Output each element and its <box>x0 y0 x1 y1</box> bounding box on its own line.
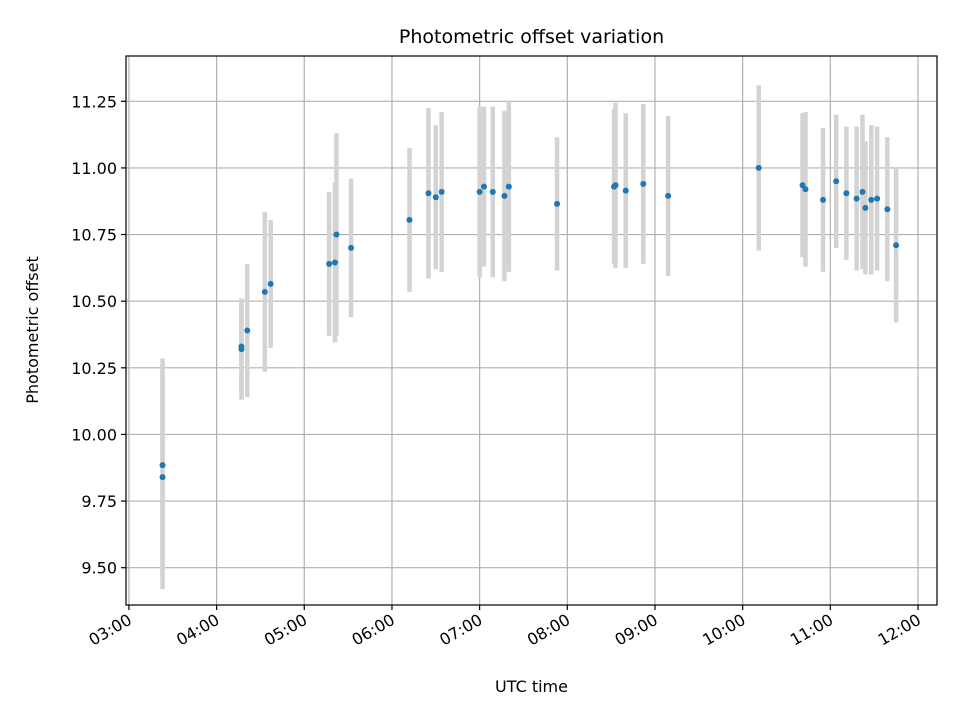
y-tick-label: 10.50 <box>71 292 117 311</box>
y-tick-label: 11.25 <box>71 92 117 111</box>
data-point <box>501 192 508 199</box>
y-tick-label: 10.00 <box>71 425 117 444</box>
data-point <box>862 204 869 211</box>
errorbar-layer <box>160 85 899 590</box>
data-point <box>159 474 166 481</box>
data-point <box>267 280 274 287</box>
data-point <box>755 164 762 171</box>
data-point <box>159 462 166 469</box>
y-tick-label: 11.00 <box>71 159 117 178</box>
data-point <box>333 231 340 238</box>
data-point <box>833 178 840 185</box>
y-tick-label: 10.75 <box>71 226 117 245</box>
data-point <box>802 186 809 193</box>
data-point <box>843 190 850 197</box>
x-tick-label: 08:00 <box>524 610 573 650</box>
x-tick-label: 10:00 <box>699 610 748 650</box>
data-point <box>425 190 432 197</box>
grid-layer <box>126 56 937 605</box>
data-point <box>505 183 512 190</box>
data-point <box>238 343 245 350</box>
data-point <box>874 195 881 202</box>
x-tick-label: 12:00 <box>875 610 924 650</box>
x-tick-label: 03:00 <box>85 610 134 650</box>
tick-layer: 03:00 04:00 05:00 06:00 07:00 08:00 09:00 10:00… <box>71 92 924 649</box>
data-point <box>859 188 866 195</box>
data-point <box>438 188 445 195</box>
data-point <box>853 195 860 202</box>
x-tick-label: 04:00 <box>173 610 222 650</box>
x-tick-label: 05:00 <box>261 610 310 650</box>
data-point <box>665 192 672 199</box>
data-point <box>261 288 268 295</box>
data-point <box>326 260 333 267</box>
data-point <box>476 188 483 195</box>
data-point <box>244 327 251 334</box>
data-point <box>406 216 413 223</box>
data-point <box>820 196 827 203</box>
y-axis-label: Photometric offset <box>23 256 42 404</box>
data-point <box>554 200 561 207</box>
y-tick-label: 9.75 <box>81 492 117 511</box>
data-point <box>612 182 619 189</box>
data-point <box>622 187 629 194</box>
x-tick-label: 09:00 <box>612 610 661 650</box>
point-layer <box>159 164 900 481</box>
chart-title: Photometric offset variation <box>399 26 664 48</box>
data-point <box>884 206 891 213</box>
data-point <box>868 196 875 203</box>
data-point <box>489 188 496 195</box>
data-point <box>481 183 488 190</box>
y-tick-label: 10.25 <box>71 359 117 378</box>
data-point <box>640 180 647 187</box>
plot-frame <box>125 55 938 606</box>
x-axis-label: UTC time <box>495 677 568 696</box>
data-point <box>893 242 900 249</box>
y-tick-label: 9.50 <box>81 559 117 578</box>
data-point <box>348 244 355 251</box>
x-tick-label: 07:00 <box>436 610 485 650</box>
x-tick-label: 06:00 <box>349 610 398 650</box>
x-tick-label: 11:00 <box>787 610 836 650</box>
data-point <box>331 259 338 266</box>
data-point <box>432 194 439 201</box>
